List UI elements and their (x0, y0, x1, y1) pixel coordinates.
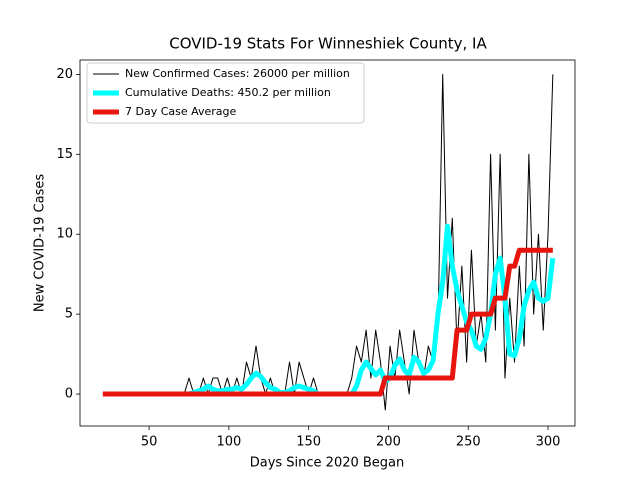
plot-frame (79, 59, 576, 427)
y-tick-label: 15 (56, 147, 73, 162)
x-axis-label: Days Since 2020 Began (250, 456, 405, 471)
y-axis-label: New COVID-19 Cases (33, 174, 48, 312)
legend-label: 7 Day Case Average (125, 105, 237, 118)
legend-label: New Confirmed Cases: 26000 per million (125, 67, 350, 80)
x-tick-label: 300 (536, 435, 561, 450)
x-tick-label: 100 (216, 435, 241, 450)
y-tick-label: 20 (56, 67, 73, 82)
series-line (102, 247, 553, 397)
legend-label: Cumulative Deaths: 450.2 per million (125, 86, 331, 99)
y-tick-label: 10 (56, 227, 73, 242)
legend-box (86, 62, 365, 124)
x-tick-label: 250 (456, 435, 481, 450)
y-tick-label: 0 (65, 387, 73, 402)
chart-title: COVID-19 Stats For Winneshiek County, IA (169, 35, 487, 53)
x-tick-label: 150 (296, 435, 321, 450)
y-tick-label: 5 (65, 307, 73, 322)
x-tick-label: 200 (376, 435, 401, 450)
x-tick-label: 50 (141, 435, 158, 450)
